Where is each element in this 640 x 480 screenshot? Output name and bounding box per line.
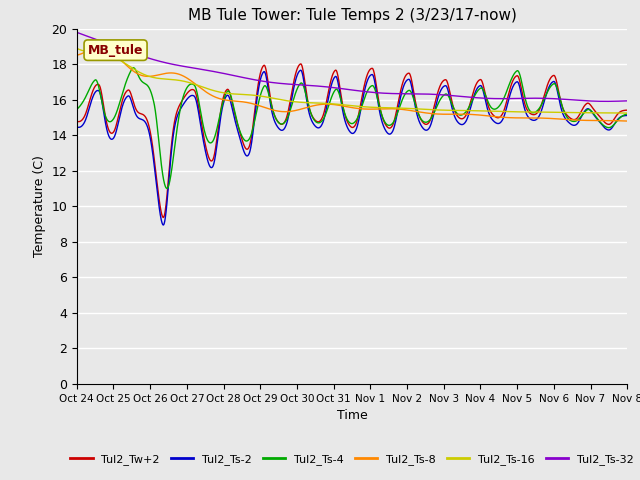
Text: MB_tule: MB_tule [88, 44, 143, 57]
Legend: Tul2_Tw+2, Tul2_Ts-2, Tul2_Ts-4, Tul2_Ts-8, Tul2_Ts-16, Tul2_Ts-32: Tul2_Tw+2, Tul2_Ts-2, Tul2_Ts-4, Tul2_Ts… [66, 450, 638, 470]
X-axis label: Time: Time [337, 409, 367, 422]
Y-axis label: Temperature (C): Temperature (C) [33, 156, 45, 257]
Title: MB Tule Tower: Tule Temps 2 (3/23/17-now): MB Tule Tower: Tule Temps 2 (3/23/17-now… [188, 9, 516, 24]
